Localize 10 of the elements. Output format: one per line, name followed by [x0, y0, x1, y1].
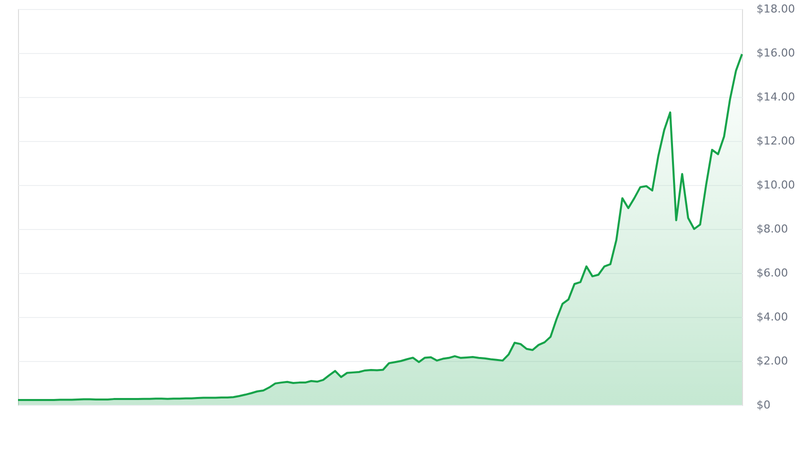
y-tick-label: $0	[756, 398, 770, 412]
y-tick-label: $16.00	[756, 46, 795, 60]
y-tick-label: $10.00	[756, 178, 795, 192]
y-tick-label: $18.00	[756, 2, 795, 16]
y-tick-label: $4.00	[756, 310, 788, 324]
y-tick-label: $14.00	[756, 90, 795, 104]
y-tick-label: $6.00	[756, 266, 788, 280]
y-tick-label: $2.00	[756, 354, 788, 368]
y-tick-label: $12.00	[756, 134, 795, 148]
y-tick-label: $8.00	[756, 222, 788, 236]
